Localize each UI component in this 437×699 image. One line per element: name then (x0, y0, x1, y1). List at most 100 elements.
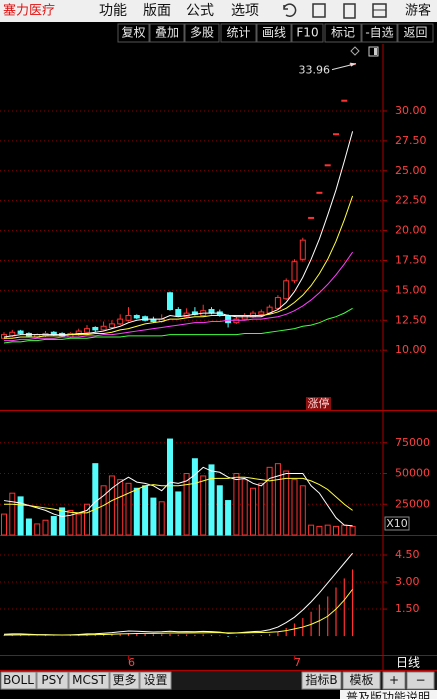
candle-body (341, 99, 348, 102)
volume-bar (175, 491, 182, 536)
toolbar-button[interactable] (149, 23, 185, 43)
volume-bar (216, 485, 223, 536)
menu-bar (0, 0, 437, 22)
candle-body (125, 315, 132, 321)
volume-bar (208, 464, 215, 536)
y-tick-label: 30.00 (395, 104, 427, 117)
toolbar-label[interactable]: 标记 (331, 26, 355, 40)
toolbar-button[interactable] (324, 23, 362, 43)
y-tick-label: 25.00 (395, 164, 427, 177)
toolbar-label[interactable]: 多股 (190, 26, 214, 40)
tab[interactable] (382, 671, 406, 690)
volume-bar (9, 492, 16, 536)
volume-bar (241, 479, 248, 536)
toolbar-button[interactable] (397, 23, 434, 43)
volume-bar (75, 513, 82, 536)
candle-body (17, 330, 24, 334)
panel-icon[interactable] (368, 46, 379, 57)
toolbar-label[interactable]: 复权 (121, 26, 145, 40)
menu-item[interactable]: 版面 (143, 3, 171, 19)
toolbar-button[interactable] (220, 23, 257, 43)
doc-icon[interactable] (343, 3, 356, 19)
toolbar-label[interactable]: -自选 (365, 26, 393, 40)
user-label[interactable]: 游客 (405, 3, 431, 19)
volume-bar (349, 525, 356, 536)
stock-name[interactable]: 塞力医疗 (3, 3, 55, 19)
tab[interactable] (139, 671, 172, 690)
tab-label[interactable]: PSY (41, 673, 64, 687)
toolbar-label[interactable]: 返回 (403, 26, 427, 40)
tab-label[interactable]: MCST (72, 673, 106, 687)
tab-label[interactable]: + (389, 673, 399, 687)
tab[interactable] (109, 671, 140, 690)
toolbar-label[interactable]: 叠加 (155, 26, 179, 40)
tab[interactable] (68, 671, 110, 690)
toolbar-button[interactable] (184, 23, 220, 43)
toolbar-button[interactable] (361, 23, 398, 43)
candle-body (316, 191, 323, 194)
volume-bar (283, 470, 290, 536)
footer-link[interactable]: 普及版功能说明 (346, 690, 430, 699)
volume-bar (258, 482, 265, 536)
window-icon[interactable] (312, 3, 326, 18)
candle-body (241, 315, 248, 320)
toolbar-label[interactable]: F10 (296, 26, 318, 40)
candle-body (283, 280, 290, 300)
tab[interactable] (342, 671, 381, 690)
volume-bar (225, 500, 232, 536)
x-tick-label: 7 (294, 656, 301, 669)
y-tick-label: 17.50 (395, 253, 427, 266)
tab[interactable] (406, 671, 435, 690)
volume-bar (34, 523, 41, 536)
volume-bar (59, 507, 66, 536)
volume-bar (250, 487, 256, 536)
toolbar-label[interactable]: 画线 (262, 26, 286, 40)
panel-icon-fill (374, 48, 377, 55)
tab-label[interactable]: 模板 (349, 673, 373, 687)
refresh-icon[interactable] (283, 3, 297, 17)
tab[interactable] (0, 671, 37, 690)
tab-label[interactable]: − (415, 673, 425, 687)
y-tick-label: 27.50 (395, 134, 427, 147)
candle-body (133, 315, 140, 319)
y-tick-label: 12.50 (395, 313, 427, 326)
y-tick-label: 20.00 (395, 224, 427, 237)
tab-label[interactable]: BOLL (3, 673, 34, 687)
diamond-icon[interactable] (350, 46, 360, 56)
volume-bar (84, 503, 90, 536)
toolbar-button[interactable] (256, 23, 292, 43)
toolbar-button[interactable] (117, 23, 150, 43)
volume-bar (308, 524, 315, 536)
limit-up-tag (306, 397, 331, 410)
menu-item[interactable]: 功能 (99, 3, 127, 19)
volume-bar (233, 473, 240, 536)
menu-item[interactable]: 公式 (186, 3, 214, 19)
volume-bar (191, 458, 198, 536)
max-label: 33.96 (299, 64, 331, 77)
toolbar-label[interactable]: 统计 (226, 26, 250, 40)
y-tick-label: 50000 (395, 467, 430, 480)
volume-bar (117, 479, 124, 536)
candle-body (291, 261, 298, 282)
toolbar-button[interactable] (291, 23, 324, 43)
tab-label[interactable]: 设置 (143, 673, 167, 687)
volume-bar (291, 479, 298, 536)
volume-bar (333, 525, 339, 536)
volume-bar (274, 463, 281, 536)
y-tick-label: 25000 (395, 497, 430, 510)
volume-unit: X10 (386, 517, 408, 530)
tab-label[interactable]: 指标B (305, 672, 337, 687)
y-tick-label: 75000 (395, 436, 430, 449)
indicator-line (3, 588, 353, 636)
toolbar: 复权 叠加 多股 统计 画线 F10 标记 -自选 返回 (0, 22, 437, 44)
tab[interactable] (36, 671, 69, 690)
candle-body (84, 328, 90, 333)
tab-label[interactable]: 更多 (112, 673, 136, 687)
tab[interactable] (301, 671, 342, 690)
menu-item[interactable]: 选项 (231, 3, 259, 19)
period-label[interactable]: 日线 (396, 656, 420, 670)
candle-body (233, 318, 240, 324)
candle-body (117, 318, 124, 325)
y-tick-label: 10.00 (395, 343, 427, 356)
